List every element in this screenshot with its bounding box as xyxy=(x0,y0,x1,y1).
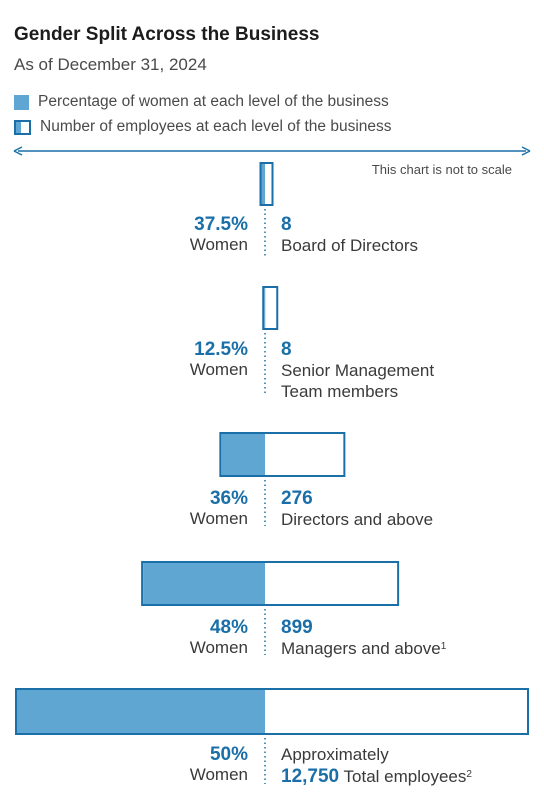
women-label-directors: Women xyxy=(189,509,248,528)
legend-label-women-pct: Percentage of women at each level of the… xyxy=(38,93,389,110)
width-arrow-left-head xyxy=(13,146,23,156)
legend-swatch-outline xyxy=(14,119,31,135)
women-label-senior: Women xyxy=(189,360,248,379)
women-label-managers: Women xyxy=(189,638,248,657)
employees-bar-senior xyxy=(262,286,279,330)
women-label-board: Women xyxy=(189,235,248,254)
legend-item-women-pct: Percentage of women at each level of the… xyxy=(14,93,389,111)
count-label-managers: 899 xyxy=(281,617,313,638)
women-label-total: Women xyxy=(189,765,248,784)
category-label-senior: Senior Management Team members xyxy=(281,360,434,402)
pct-label-managers: 48% xyxy=(209,617,248,638)
count-label-senior: 8 xyxy=(281,339,292,360)
pct-label-board: 37.5% xyxy=(194,214,248,235)
chart-subtitle: As of December 31, 2024 xyxy=(14,55,207,74)
category-label-managers: Managers and above1 xyxy=(281,638,446,659)
women-bar-total xyxy=(17,690,265,733)
category-label-total-text: Total employees xyxy=(343,767,467,786)
category-label-managers-text: Managers and above xyxy=(281,639,441,658)
women-bar-senior xyxy=(264,288,266,328)
category-label-total: 12,750 Total employees2 xyxy=(281,766,472,787)
footnote-marker-2: 2 xyxy=(466,769,472,780)
legend-swatch-filled xyxy=(14,94,29,110)
width-arrow-right-head xyxy=(521,146,531,156)
category-label-directors: Directors and above xyxy=(281,510,434,529)
legend-label-employees: Number of employees at each level of the… xyxy=(40,118,392,135)
category-label-senior-line2: Team members xyxy=(281,382,399,401)
women-bar-managers xyxy=(143,563,265,604)
women-bar-board xyxy=(261,164,265,204)
count-label-total: 12,750 xyxy=(281,766,340,787)
scale-note: This chart is not to scale xyxy=(371,162,512,177)
chart-title: Gender Split Across the Business xyxy=(14,24,320,45)
category-label-senior-line1: Senior Management xyxy=(281,361,435,380)
women-bar-directors xyxy=(221,434,265,475)
pct-label-directors: 36% xyxy=(209,488,248,509)
category-label-board: Board of Directors xyxy=(281,236,418,255)
footnote-marker-1: 1 xyxy=(440,641,447,652)
pct-label-senior: 12.5% xyxy=(194,339,248,360)
pct-label-total: 50% xyxy=(209,744,248,765)
chart-svg xyxy=(13,146,531,784)
approx-label: Approximately xyxy=(281,745,389,764)
legend-item-employees: Number of employees at each level of the… xyxy=(14,118,392,136)
count-label-board: 8 xyxy=(281,214,292,235)
count-label-directors: 276 xyxy=(281,488,313,509)
